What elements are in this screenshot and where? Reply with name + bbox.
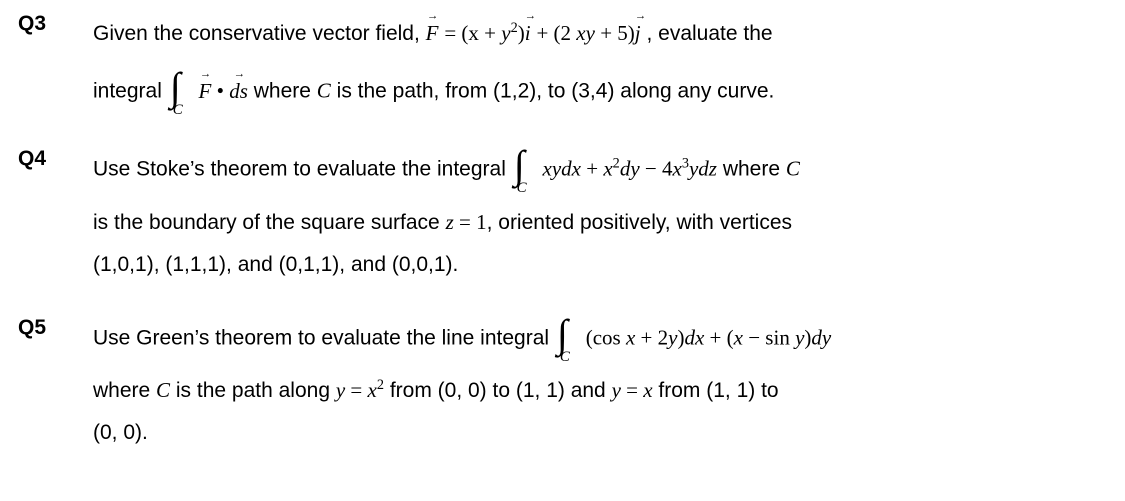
var-x: x (368, 378, 377, 402)
unit-i: →i (525, 10, 531, 56)
q3-line2: integral ∫C →F • →ds where C is the path… (93, 67, 1107, 117)
text: (cos (586, 325, 626, 349)
text: where (93, 379, 156, 402)
eq: = (345, 378, 367, 402)
unit-j: →j (635, 10, 641, 56)
text: , evaluate the (646, 22, 772, 45)
text: Use Stoke’s theorem to evaluate the inte… (93, 158, 512, 181)
text: where (254, 80, 317, 103)
eq: = (621, 378, 643, 402)
text: Given the conservative vector field, (93, 22, 426, 45)
term: dz (698, 157, 717, 181)
text: is the boundary of the square surface (93, 211, 446, 234)
arrow-icon: → (229, 62, 250, 87)
var-C: C (317, 79, 331, 103)
exponent: 2 (377, 377, 384, 393)
integral-bound: C (173, 102, 183, 118)
q4-line1: Use Stoke’s theorem to evaluate the inte… (93, 145, 1107, 195)
exponent: 3 (682, 156, 689, 172)
exponent: 2 (511, 20, 518, 36)
var-y: y (501, 21, 510, 45)
integral: ∫C (555, 314, 580, 364)
question-label: Q3 (18, 10, 93, 36)
q4-line3: (1,0,1), (1,1,1), and (0,1,1), and (0,0,… (93, 249, 1107, 282)
term: xy (543, 157, 562, 181)
question-body: Use Green’s theorem to evaluate the line… (93, 314, 1107, 460)
arrow-icon: → (198, 62, 212, 87)
question-label: Q4 (18, 145, 93, 171)
arrow-icon: → (425, 4, 439, 29)
text: where (723, 158, 786, 181)
question-row-q4: Q4 Use Stoke’s theorem to evaluate the i… (18, 145, 1107, 291)
term: dx (684, 325, 704, 349)
q5-line2: where C is the path along y = x2 from (0… (93, 374, 1107, 408)
var-y: y (795, 325, 804, 349)
integral: ∫C (168, 67, 193, 117)
page: { "layout": { "width_px": 1125, "height_… (0, 0, 1125, 501)
text: − sin (743, 325, 795, 349)
question-body: Given the conservative vector field, →F … (93, 10, 1107, 127)
text: + 5) (595, 21, 635, 45)
op: + (581, 157, 603, 181)
var-x: x (734, 325, 743, 349)
text: is the path, from (1,2), to (3,4) along … (337, 80, 775, 103)
q4-line2: is the boundary of the square surface z … (93, 206, 1107, 240)
var-z: z (446, 210, 454, 234)
text: (1,0,1), (1,1,1), and (0,1,1), and (0,0,… (93, 253, 458, 276)
var-C: C (156, 378, 170, 402)
text: from (1, 1) to (653, 379, 779, 402)
term: y (689, 157, 698, 181)
vector-ds: →ds (229, 68, 248, 114)
integral: ∫C (512, 145, 537, 195)
var-xy: xy (576, 21, 595, 45)
text: + (2 (536, 21, 576, 45)
term: x (672, 157, 681, 181)
text: Use Green’s theorem to evaluate the line… (93, 326, 555, 349)
text: = 1 (454, 210, 487, 234)
var-y: y (336, 378, 345, 402)
var-x: x (643, 378, 652, 402)
term: dy (811, 325, 831, 349)
dot-operator: • (211, 79, 229, 103)
exponent: 2 (613, 156, 620, 172)
arrow-icon: → (635, 4, 641, 29)
var-C: C (786, 157, 800, 181)
text: + 2 (635, 325, 668, 349)
vector-F: →F (426, 10, 439, 56)
term: dy (620, 157, 640, 181)
op: − 4 (640, 157, 673, 181)
question-row-q5: Q5 Use Green’s theorem to evaluate the l… (18, 314, 1107, 460)
integral-icon: ∫ (557, 314, 568, 354)
text: is the path along (170, 379, 336, 402)
question-body: Use Stoke’s theorem to evaluate the inte… (93, 145, 1107, 291)
q5-line3: (0, 0). (93, 417, 1107, 450)
integral-bound: C (560, 349, 570, 365)
text: , oriented positively, with vertices (487, 211, 792, 234)
text: + ( (704, 325, 733, 349)
vector-F: →F (199, 68, 212, 114)
integral-bound: C (517, 180, 527, 196)
term: x (603, 157, 612, 181)
text: = (x + (444, 21, 501, 45)
question-label: Q5 (18, 314, 93, 340)
text: from (0, 0) to (1, 1) and (384, 379, 612, 402)
arrow-icon: → (525, 4, 531, 29)
text: integral (93, 80, 168, 103)
q3-line1: Given the conservative vector field, →F … (93, 10, 1107, 57)
q5-line1: Use Green’s theorem to evaluate the line… (93, 314, 1107, 364)
text: (0, 0). (93, 421, 148, 444)
term: dx (561, 157, 581, 181)
question-row-q3: Q3 Given the conservative vector field, … (18, 10, 1107, 127)
var-x: x (626, 325, 635, 349)
var-y: y (612, 378, 621, 402)
